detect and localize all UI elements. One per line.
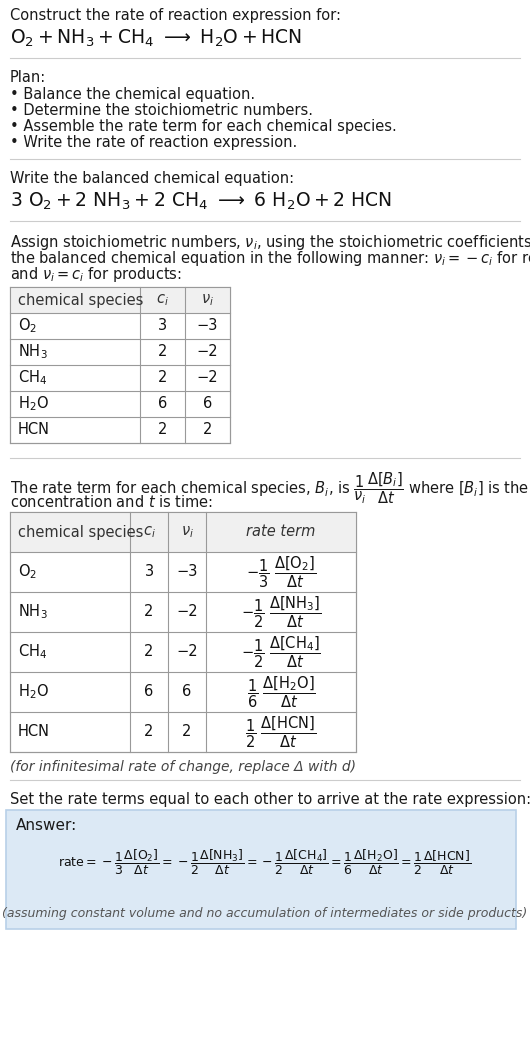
Text: 2: 2 bbox=[144, 605, 154, 619]
Text: −3: −3 bbox=[197, 318, 218, 334]
Text: 2: 2 bbox=[144, 644, 154, 659]
Text: −2: −2 bbox=[176, 605, 198, 619]
Text: (assuming constant volume and no accumulation of intermediates or side products): (assuming constant volume and no accumul… bbox=[2, 907, 528, 920]
Text: the balanced chemical equation in the following manner: $\nu_i = -c_i$ for react: the balanced chemical equation in the fo… bbox=[10, 249, 530, 268]
Text: $\dfrac{1}{2}\ \dfrac{\Delta[\mathrm{HCN}]}{\Delta t}$: $\dfrac{1}{2}\ \dfrac{\Delta[\mathrm{HCN… bbox=[245, 714, 317, 750]
Bar bbox=[10, 287, 230, 444]
Text: $\mathrm{O_2 + NH_3 + CH_4 \ \longrightarrow \ H_2O + HCN}$: $\mathrm{O_2 + NH_3 + CH_4 \ \longrighta… bbox=[10, 28, 302, 49]
Text: • Write the rate of reaction expression.: • Write the rate of reaction expression. bbox=[10, 135, 297, 150]
Text: $\mathrm{NH_3}$: $\mathrm{NH_3}$ bbox=[18, 343, 48, 361]
Text: chemical species: chemical species bbox=[18, 293, 144, 308]
Text: −2: −2 bbox=[197, 370, 218, 386]
Text: 2: 2 bbox=[158, 344, 167, 360]
Text: Write the balanced chemical equation:: Write the balanced chemical equation: bbox=[10, 170, 294, 186]
Text: (for infinitesimal rate of change, replace Δ with d): (for infinitesimal rate of change, repla… bbox=[10, 760, 356, 774]
Text: chemical species: chemical species bbox=[18, 524, 144, 540]
Text: −2: −2 bbox=[197, 344, 218, 360]
Bar bbox=[10, 511, 356, 552]
Text: Construct the rate of reaction expression for:: Construct the rate of reaction expressio… bbox=[10, 8, 341, 23]
Text: $c_i$: $c_i$ bbox=[156, 292, 169, 308]
Text: concentration and $t$ is time:: concentration and $t$ is time: bbox=[10, 494, 213, 510]
Text: 2: 2 bbox=[144, 725, 154, 740]
Text: $-\dfrac{1}{2}\ \dfrac{\Delta[\mathrm{NH_3}]}{\Delta t}$: $-\dfrac{1}{2}\ \dfrac{\Delta[\mathrm{NH… bbox=[241, 594, 321, 630]
Text: $c_i$: $c_i$ bbox=[143, 524, 155, 540]
Text: $-\dfrac{1}{2}\ \dfrac{\Delta[\mathrm{CH_4}]}{\Delta t}$: $-\dfrac{1}{2}\ \dfrac{\Delta[\mathrm{CH… bbox=[241, 634, 321, 669]
Text: $\nu_i$: $\nu_i$ bbox=[201, 292, 214, 308]
Text: −2: −2 bbox=[176, 644, 198, 659]
Text: and $\nu_i = c_i$ for products:: and $\nu_i = c_i$ for products: bbox=[10, 265, 182, 285]
Text: $\mathrm{CH_4}$: $\mathrm{CH_4}$ bbox=[18, 368, 47, 387]
Text: $\mathrm{NH_3}$: $\mathrm{NH_3}$ bbox=[18, 602, 48, 621]
Text: The rate term for each chemical species, $B_i$, is $\dfrac{1}{\nu_i}\dfrac{\Delt: The rate term for each chemical species,… bbox=[10, 470, 530, 505]
Text: 6: 6 bbox=[203, 396, 212, 411]
Text: $\dfrac{1}{6}\ \dfrac{\Delta[\mathrm{H_2O}]}{\Delta t}$: $\dfrac{1}{6}\ \dfrac{\Delta[\mathrm{H_2… bbox=[246, 675, 315, 710]
Text: $\mathrm{H_2O}$: $\mathrm{H_2O}$ bbox=[18, 394, 49, 413]
Text: 3: 3 bbox=[158, 318, 167, 334]
Text: −3: −3 bbox=[176, 565, 198, 579]
Text: 2: 2 bbox=[203, 423, 212, 437]
Text: $\mathrm{O_2}$: $\mathrm{O_2}$ bbox=[18, 317, 37, 336]
Bar bbox=[10, 287, 230, 313]
FancyBboxPatch shape bbox=[6, 810, 516, 929]
Text: 6: 6 bbox=[158, 396, 167, 411]
Text: HCN: HCN bbox=[18, 423, 50, 437]
Text: $\mathrm{O_2}$: $\mathrm{O_2}$ bbox=[18, 563, 37, 582]
Text: $\mathrm{H_2O}$: $\mathrm{H_2O}$ bbox=[18, 683, 49, 702]
Text: 3: 3 bbox=[145, 565, 154, 579]
Text: 6: 6 bbox=[144, 684, 154, 700]
Text: HCN: HCN bbox=[18, 725, 50, 740]
Bar bbox=[10, 511, 356, 752]
Text: • Determine the stoichiometric numbers.: • Determine the stoichiometric numbers. bbox=[10, 103, 313, 118]
Text: $\nu_i$: $\nu_i$ bbox=[181, 524, 193, 540]
Text: • Assemble the rate term for each chemical species.: • Assemble the rate term for each chemic… bbox=[10, 119, 397, 134]
Text: 2: 2 bbox=[158, 370, 167, 386]
Text: $\mathrm{3\ O_2 + 2\ NH_3 + 2\ CH_4 \ \longrightarrow \ 6\ H_2O + 2\ HCN}$: $\mathrm{3\ O_2 + 2\ NH_3 + 2\ CH_4 \ \l… bbox=[10, 191, 392, 212]
Text: $-\dfrac{1}{3}\ \dfrac{\Delta[\mathrm{O_2}]}{\Delta t}$: $-\dfrac{1}{3}\ \dfrac{\Delta[\mathrm{O_… bbox=[246, 554, 316, 590]
Text: 2: 2 bbox=[182, 725, 192, 740]
Text: 6: 6 bbox=[182, 684, 192, 700]
Text: Set the rate terms equal to each other to arrive at the rate expression:: Set the rate terms equal to each other t… bbox=[10, 792, 530, 808]
Text: rate term: rate term bbox=[246, 524, 316, 540]
Text: Plan:: Plan: bbox=[10, 70, 46, 85]
Text: Assign stoichiometric numbers, $\nu_i$, using the stoichiometric coefficients, $: Assign stoichiometric numbers, $\nu_i$, … bbox=[10, 233, 530, 252]
Text: 2: 2 bbox=[158, 423, 167, 437]
Text: • Balance the chemical equation.: • Balance the chemical equation. bbox=[10, 87, 255, 103]
Text: $\mathrm{CH_4}$: $\mathrm{CH_4}$ bbox=[18, 642, 47, 661]
Text: $\mathrm{rate} = -\dfrac{1}{3}\dfrac{\Delta[\mathrm{O_2}]}{\Delta t} = -\dfrac{1: $\mathrm{rate} = -\dfrac{1}{3}\dfrac{\De… bbox=[58, 847, 472, 877]
Text: Answer:: Answer: bbox=[16, 818, 77, 833]
